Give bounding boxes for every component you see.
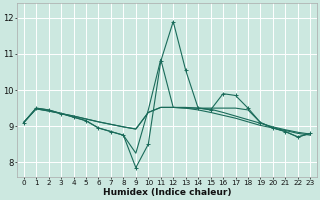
X-axis label: Humidex (Indice chaleur): Humidex (Indice chaleur) [103, 188, 231, 197]
